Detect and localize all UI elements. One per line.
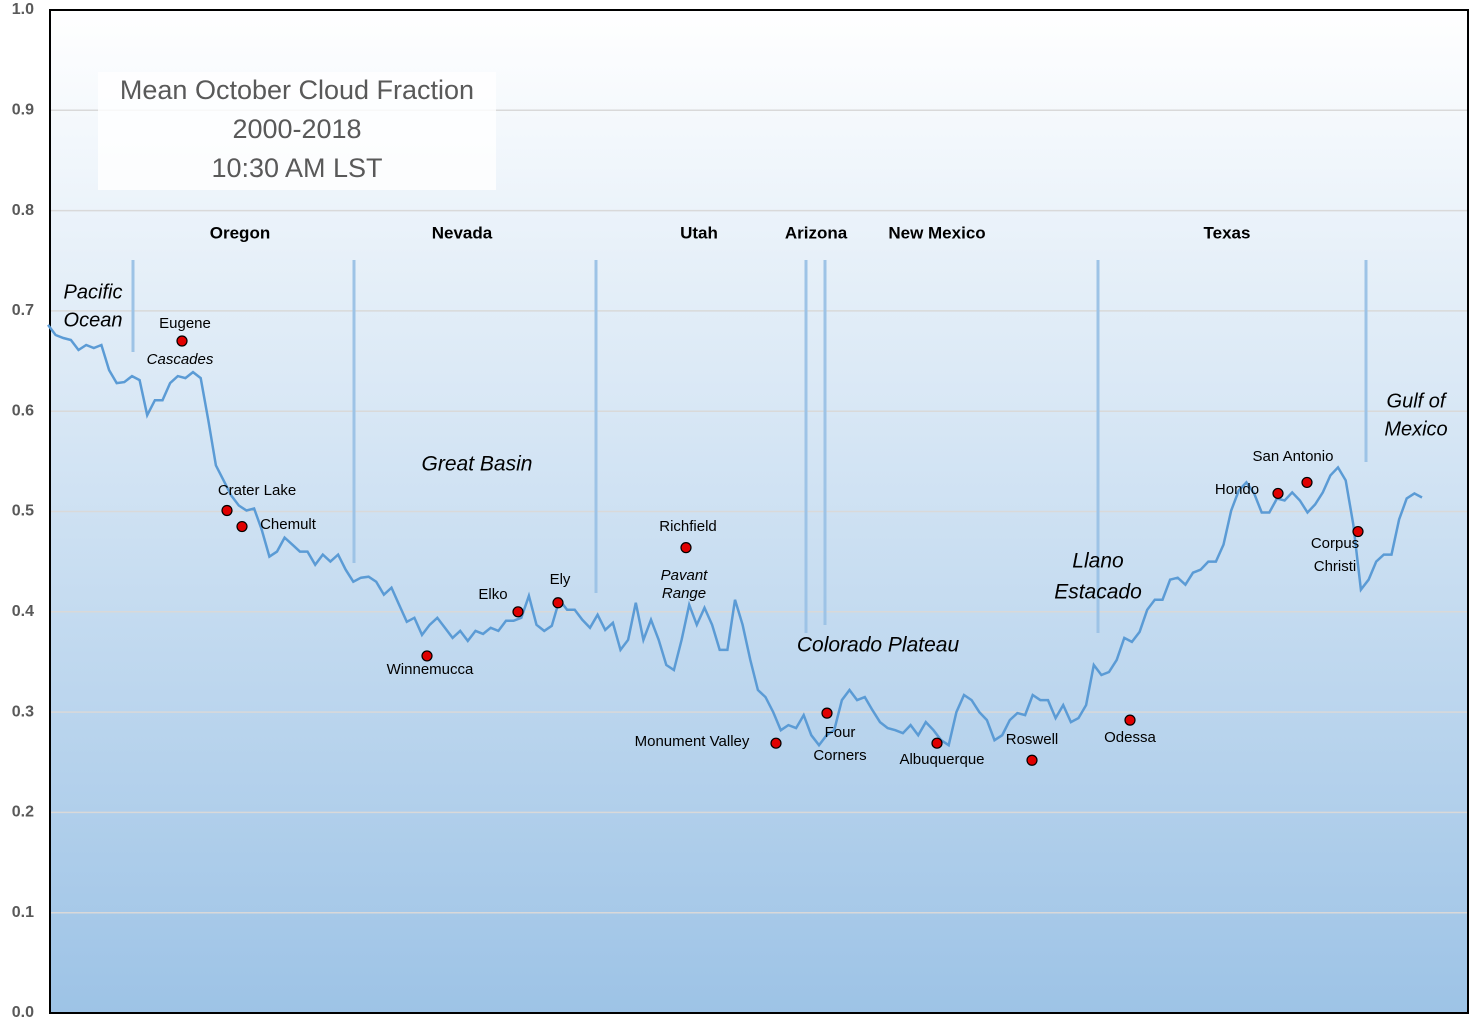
city-point xyxy=(552,597,564,609)
region-label: Pavant xyxy=(661,567,709,584)
region-label: Colorado Plateau xyxy=(797,634,960,657)
city-point xyxy=(680,542,692,554)
state-label: Nevada xyxy=(432,223,493,242)
chart-title: Mean October Cloud Fraction xyxy=(120,75,474,105)
city-label: Christi xyxy=(1314,558,1357,575)
city-label: Corpus xyxy=(1311,535,1359,552)
city-label: Corners xyxy=(813,747,866,764)
city-label: Roswell xyxy=(1006,731,1059,748)
y-tick-label: 1.0 xyxy=(12,1,34,18)
city-point xyxy=(1301,476,1313,489)
state-label: New Mexico xyxy=(888,223,985,242)
city-point xyxy=(1352,525,1364,538)
y-tick-label: 0.2 xyxy=(12,804,34,821)
city-label: Winnemucca xyxy=(387,661,474,678)
y-tick-label: 0.3 xyxy=(12,703,34,720)
region-label: Pacific xyxy=(64,281,123,303)
title-box xyxy=(98,72,496,190)
city-point xyxy=(176,335,188,347)
city-label: Monument Valley xyxy=(635,733,750,750)
city-label: Eugene xyxy=(159,315,211,332)
city-label: Four xyxy=(825,724,856,741)
data-line xyxy=(47,324,1423,748)
region-label: Mexico xyxy=(1384,418,1447,440)
city-label: Crater Lake xyxy=(218,482,296,499)
y-tick-label: 0.9 xyxy=(12,102,34,119)
state-label: Utah xyxy=(680,223,718,242)
y-tick-label: 0.8 xyxy=(12,202,34,219)
y-tick-label: 0.1 xyxy=(12,904,34,921)
city-point xyxy=(770,737,782,749)
state-label: Arizona xyxy=(785,223,848,242)
city-label: Hondo xyxy=(1215,481,1259,498)
city-label: Ely xyxy=(550,571,571,588)
city-point xyxy=(1124,714,1136,726)
region-label: Llano xyxy=(1072,550,1124,573)
city-label: San Antonio xyxy=(1253,448,1334,465)
city-point xyxy=(931,737,943,749)
y-tick-label: 0.0 xyxy=(12,1004,34,1021)
city-point xyxy=(221,504,233,517)
region-label: Ocean xyxy=(64,309,123,331)
city-point xyxy=(421,650,433,662)
city-point xyxy=(1026,754,1038,766)
city-label: Odessa xyxy=(1104,729,1156,746)
city-point xyxy=(1272,487,1284,500)
region-label: Cascades xyxy=(147,351,214,368)
city-label: Elko xyxy=(478,586,507,603)
chart-title: 2000-2018 xyxy=(232,114,361,144)
y-tick-label: 0.5 xyxy=(12,503,34,520)
region-label: Estacado xyxy=(1054,581,1142,604)
region-label: Range xyxy=(662,585,706,602)
y-tick-label: 0.4 xyxy=(12,603,34,620)
city-point xyxy=(236,520,248,533)
y-tick-label: 0.7 xyxy=(12,302,34,319)
city-label: Richfield xyxy=(659,518,717,535)
chart-title: 10:30 AM LST xyxy=(211,153,382,183)
plot-border xyxy=(49,9,1469,1014)
city-label: Albuquerque xyxy=(899,751,984,768)
state-label: Oregon xyxy=(210,223,270,242)
region-label: Great Basin xyxy=(422,453,533,476)
city-point xyxy=(821,707,833,719)
region-label: Gulf of xyxy=(1387,390,1448,412)
city-label: Chemult xyxy=(260,516,317,533)
city-point xyxy=(512,606,524,618)
y-tick-label: 0.6 xyxy=(12,402,34,419)
state-label: Texas xyxy=(1204,223,1251,242)
